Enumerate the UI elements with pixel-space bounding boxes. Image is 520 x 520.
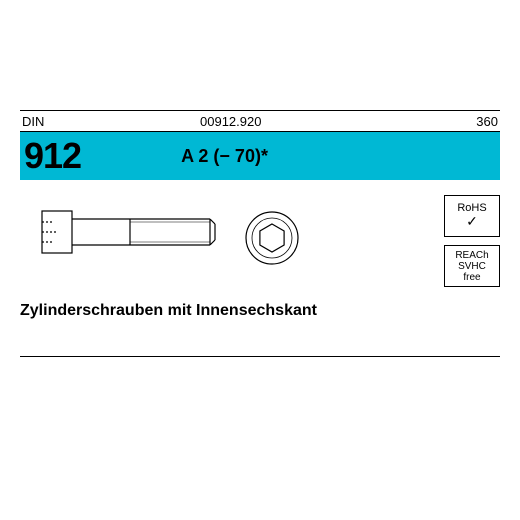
header-row: DIN 00912.920 360 xyxy=(20,110,500,132)
header-ref: 360 xyxy=(476,114,498,129)
rohs-badge: RoHS ✓ xyxy=(444,195,500,237)
reach-line1: REACh xyxy=(455,250,488,261)
diagram-area: RoHS ✓ REACh SVHC free xyxy=(20,190,500,290)
check-icon: ✓ xyxy=(466,214,478,229)
reach-line3: free xyxy=(463,272,480,283)
din-number: 912 xyxy=(24,135,81,177)
footer-rule xyxy=(20,356,500,357)
header-standard: DIN xyxy=(22,114,44,129)
material-spec: A 2 (− 70)* xyxy=(181,146,268,167)
screw-front-view xyxy=(242,208,302,268)
header-code: 00912.920 xyxy=(200,114,261,129)
screw-side-view xyxy=(40,202,220,262)
description: Zylinderschrauben mit Innensechskant xyxy=(20,302,500,320)
spec-row: 912 A 2 (− 70)* xyxy=(20,132,500,180)
reach-badge: REACh SVHC free xyxy=(444,245,500,287)
reach-line2: SVHC xyxy=(458,261,486,272)
